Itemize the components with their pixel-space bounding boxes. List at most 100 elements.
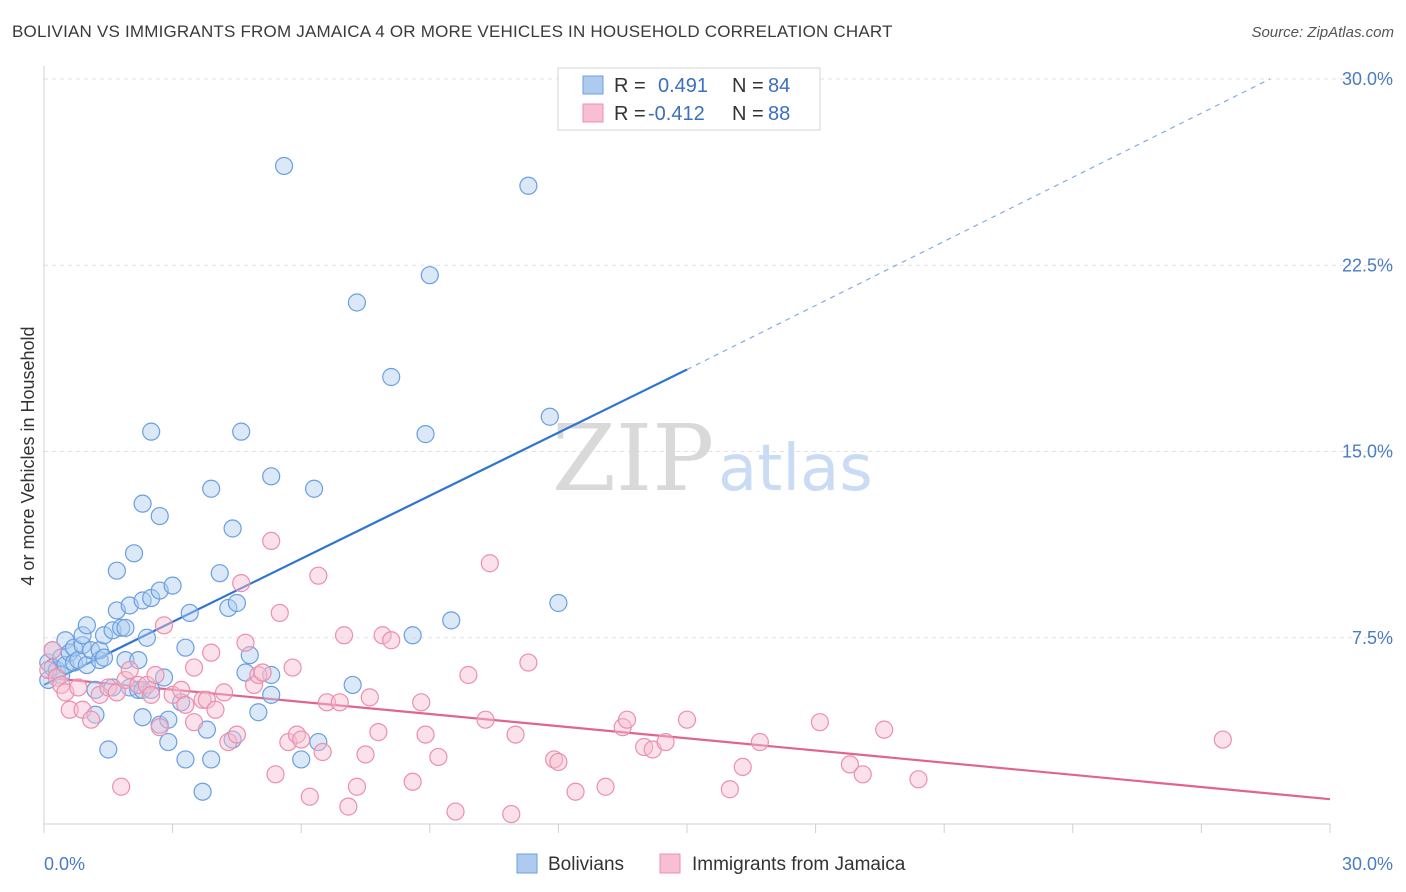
legend-n-label-blue: N = xyxy=(732,75,764,97)
point-bolivians xyxy=(94,648,114,667)
trend-line-extension xyxy=(686,78,1271,371)
point-jamaica xyxy=(330,693,349,712)
point-jamaica xyxy=(214,683,234,702)
point-jamaica xyxy=(596,777,615,796)
chart-title: BOLIVIAN VS IMMIGRANTS FROM JAMAICA 4 OR… xyxy=(12,22,893,41)
point-jamaica xyxy=(184,713,204,732)
point-jamaica xyxy=(360,688,379,707)
point-bolivians xyxy=(94,626,114,645)
point-bolivians xyxy=(176,750,195,769)
legend-n-label-pink: N = xyxy=(732,103,764,125)
legend-r-label-pink: R = xyxy=(614,103,646,125)
point-jamaica xyxy=(107,683,126,702)
point-jamaica xyxy=(142,685,161,704)
legend-label-bolivians: Bolivians xyxy=(548,854,624,875)
point-jamaica xyxy=(253,663,272,682)
point-bolivians xyxy=(193,782,212,801)
point-jamaica xyxy=(403,772,422,791)
point-jamaica xyxy=(750,732,769,752)
point-jamaica xyxy=(266,765,285,784)
point-jamaica xyxy=(270,603,289,623)
point-bolivians xyxy=(274,156,294,176)
point-bolivians xyxy=(116,618,135,637)
point-bolivians xyxy=(347,293,367,312)
point-jamaica xyxy=(43,641,62,660)
point-bolivians xyxy=(116,650,135,670)
x-tick-label: 30.0% xyxy=(1342,854,1393,874)
point-jamaica xyxy=(172,680,191,700)
point-jamaica xyxy=(909,770,928,789)
point-jamaica xyxy=(480,554,499,573)
legend-label-jamaica: Immigrants from Jamaica xyxy=(692,854,906,875)
legend-n-value-pink: 88 xyxy=(768,103,790,125)
point-jamaica xyxy=(313,742,332,762)
point-jamaica xyxy=(112,777,131,796)
point-bolivians xyxy=(176,638,195,657)
point-jamaica xyxy=(82,710,101,729)
point-jamaica xyxy=(236,633,255,652)
series-legend: Bolivians Immigrants from Jamaica xyxy=(516,853,906,875)
point-jamaica xyxy=(429,747,448,767)
point-jamaica xyxy=(347,777,367,796)
axes xyxy=(43,66,1331,833)
point-jamaica xyxy=(356,745,375,764)
point-bolivians xyxy=(540,407,559,426)
point-jamaica xyxy=(506,725,525,744)
point-bolivians xyxy=(137,628,156,647)
point-jamaica xyxy=(720,780,739,799)
point-bolivians xyxy=(77,616,96,635)
data-points xyxy=(39,156,1232,824)
point-jamaica xyxy=(339,797,358,816)
point-bolivians xyxy=(73,636,92,655)
point-jamaica xyxy=(163,685,182,704)
point-jamaica xyxy=(150,718,169,737)
point-bolivians xyxy=(420,266,439,285)
point-bolivians xyxy=(249,703,268,722)
point-jamaica xyxy=(549,752,568,772)
point-jamaica xyxy=(262,531,281,551)
point-bolivians xyxy=(292,750,311,769)
point-bolivians xyxy=(442,611,461,630)
point-bolivians xyxy=(343,675,362,695)
point-jamaica xyxy=(120,660,139,680)
point-bolivians xyxy=(124,544,144,563)
point-bolivians xyxy=(99,740,118,759)
tick-labels: 7.5% 15.0% 22.5% 30.0% 0.0% 30.0% xyxy=(44,69,1393,874)
source-label: Source: ZipAtlas.com xyxy=(1251,24,1394,41)
point-bolivians xyxy=(262,685,281,704)
y-tick-label: 7.5% xyxy=(1352,628,1393,648)
point-bolivians xyxy=(223,519,242,538)
point-bolivians xyxy=(142,422,161,441)
point-jamaica xyxy=(69,678,88,697)
point-jamaica xyxy=(416,725,435,744)
point-bolivians xyxy=(210,564,229,583)
point-jamaica xyxy=(382,631,401,650)
point-bolivians xyxy=(549,593,568,613)
point-jamaica xyxy=(60,700,79,719)
point-jamaica xyxy=(292,730,311,749)
point-bolivians xyxy=(73,626,92,645)
point-bolivians xyxy=(416,425,435,444)
watermark-atlas: atlas xyxy=(718,432,873,506)
watermark-zip: ZIP xyxy=(552,405,714,512)
point-bolivians xyxy=(202,479,221,498)
grid-lines xyxy=(44,78,1392,639)
point-jamaica xyxy=(244,675,264,695)
point-bolivians xyxy=(159,732,178,752)
point-jamaica xyxy=(502,804,521,824)
point-bolivians xyxy=(133,494,152,513)
point-bolivians xyxy=(382,367,401,387)
trend-lines xyxy=(43,78,1331,801)
y-axis-label: 4 or more Vehicles in Household xyxy=(18,326,38,585)
point-jamaica xyxy=(202,643,221,662)
point-bolivians xyxy=(232,422,251,441)
point-jamaica xyxy=(317,693,337,712)
y-tick-label: 15.0% xyxy=(1342,442,1393,462)
point-bolivians xyxy=(519,176,538,195)
y-tick-label: 22.5% xyxy=(1342,255,1393,275)
point-jamaica xyxy=(369,723,388,742)
point-jamaica xyxy=(476,710,495,729)
point-jamaica xyxy=(853,765,872,784)
point-bolivians xyxy=(107,561,126,580)
